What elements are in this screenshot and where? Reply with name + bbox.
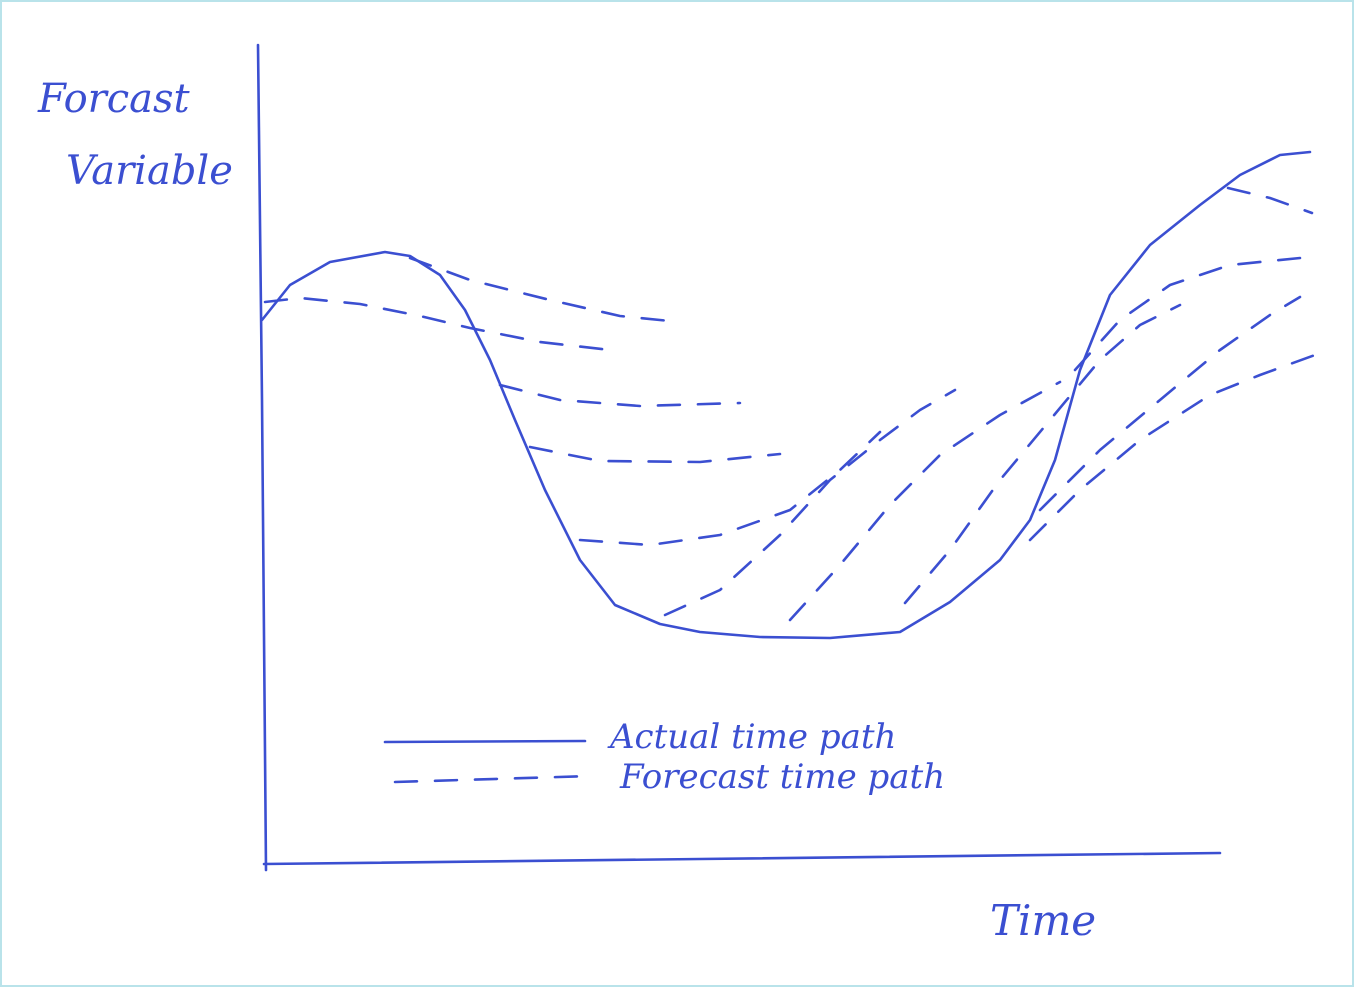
- y-axis-label: Variable: [66, 148, 233, 194]
- actual-path: [260, 150, 1312, 640]
- x-axis-label: Time: [990, 896, 1096, 945]
- legend-solid-swatch: [383, 739, 587, 744]
- legend-label: Actual time path: [607, 717, 896, 757]
- legend-dashed-swatch: [393, 774, 594, 784]
- forecast-paths: [263, 186, 1317, 622]
- legend-label: Forecast time path: [619, 757, 945, 797]
- y-axis-label: Forcast: [37, 76, 191, 122]
- x-axis: [262, 851, 1222, 866]
- y-axis: [256, 43, 268, 872]
